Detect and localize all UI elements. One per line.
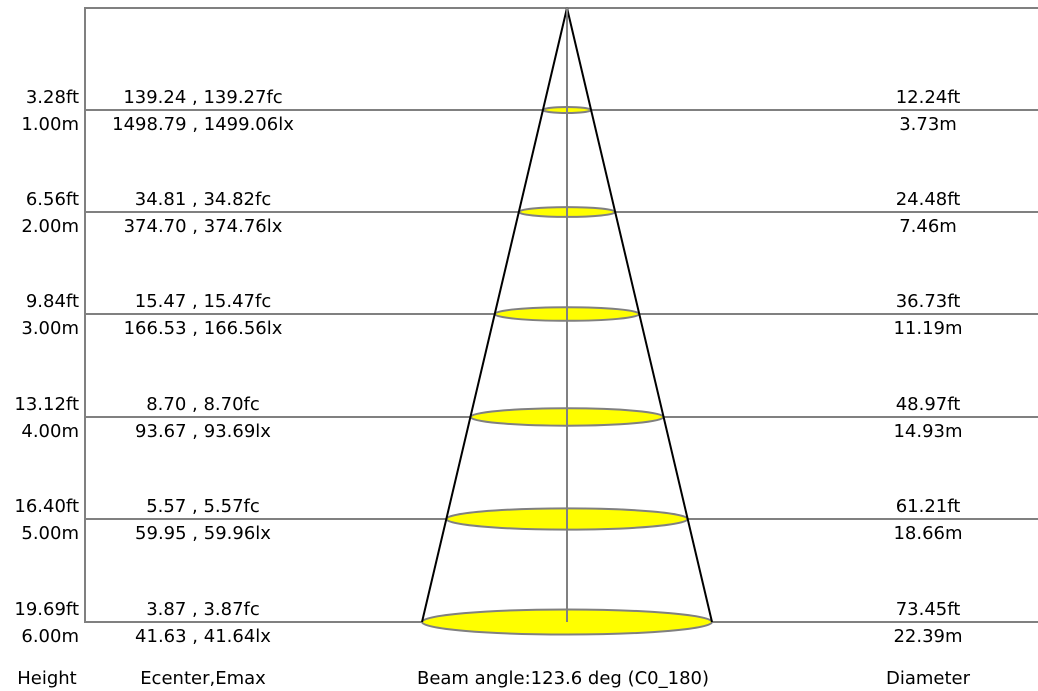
height-m-label: 3.00m: [21, 318, 79, 339]
diameter-m-label: 22.39m: [893, 626, 962, 647]
illuminance-fc-label: 5.57 , 5.57fc: [146, 496, 260, 517]
height-m-label: 5.00m: [21, 523, 79, 544]
height-level-lines: [84, 109, 1038, 623]
illuminance-lx-label: 41.63 , 41.64lx: [135, 626, 271, 647]
cone-left-edge: [421, 7, 568, 623]
illuminance-lx-label: 93.67 , 93.69lx: [135, 421, 271, 442]
illuminance-fc-label: 8.70 , 8.70fc: [146, 394, 260, 415]
row-labels: 3.28ft 1.00m 139.24 , 139.27fc 1498.79 , 14…: [14, 87, 962, 647]
ecenter-emax-column-label: Ecenter,Emax: [140, 668, 266, 689]
diameter-m-label: 18.66m: [893, 523, 962, 544]
footer-labels: Height Ecenter,Emax Beam angle:123.6 deg…: [17, 668, 970, 689]
height-ft-label: 3.28ft: [26, 87, 79, 108]
height-column-label: Height: [17, 668, 77, 689]
illuminance-lx-label: 59.95 , 59.96lx: [135, 523, 271, 544]
diameter-column-label: Diameter: [886, 668, 971, 689]
height-ft-label: 13.12ft: [14, 394, 79, 415]
height-ft-label: 6.56ft: [26, 189, 79, 210]
diameter-m-label: 11.19m: [893, 318, 962, 339]
diameter-m-label: 3.73m: [899, 114, 957, 135]
height-ft-label: 9.84ft: [26, 291, 79, 312]
height-ft-label: 16.40ft: [14, 496, 79, 517]
illuminance-lx-label: 374.70 , 374.76lx: [124, 216, 283, 237]
diameter-ft-label: 61.21ft: [896, 496, 961, 517]
cone-right-edge: [566, 7, 713, 623]
beam-angle-label: Beam angle:123.6 deg (C0_180): [417, 668, 709, 689]
diameter-ft-label: 12.24ft: [896, 87, 961, 108]
illuminance-fc-label: 15.47 , 15.47fc: [135, 291, 271, 312]
beam-cone: [421, 7, 713, 623]
diameter-m-label: 14.93m: [893, 421, 962, 442]
height-m-label: 4.00m: [21, 421, 79, 442]
diameter-ft-label: 48.97ft: [896, 394, 961, 415]
height-ft-label: 19.69ft: [14, 599, 79, 620]
illuminance-lx-label: 166.53 , 166.56lx: [124, 318, 283, 339]
diameter-ft-label: 24.48ft: [896, 189, 961, 210]
illuminance-fc-label: 139.24 , 139.27fc: [123, 87, 282, 108]
diameter-m-label: 7.46m: [899, 216, 957, 237]
diameter-ft-label: 73.45ft: [896, 599, 961, 620]
diameter-ft-label: 36.73ft: [896, 291, 961, 312]
illuminance-fc-label: 3.87 , 3.87fc: [146, 599, 260, 620]
illuminance-lx-label: 1498.79 , 1499.06lx: [112, 114, 294, 135]
height-m-label: 1.00m: [21, 114, 79, 135]
height-m-label: 6.00m: [21, 626, 79, 647]
illuminance-fc-label: 34.81 , 34.82fc: [135, 189, 271, 210]
height-m-label: 2.00m: [21, 216, 79, 237]
